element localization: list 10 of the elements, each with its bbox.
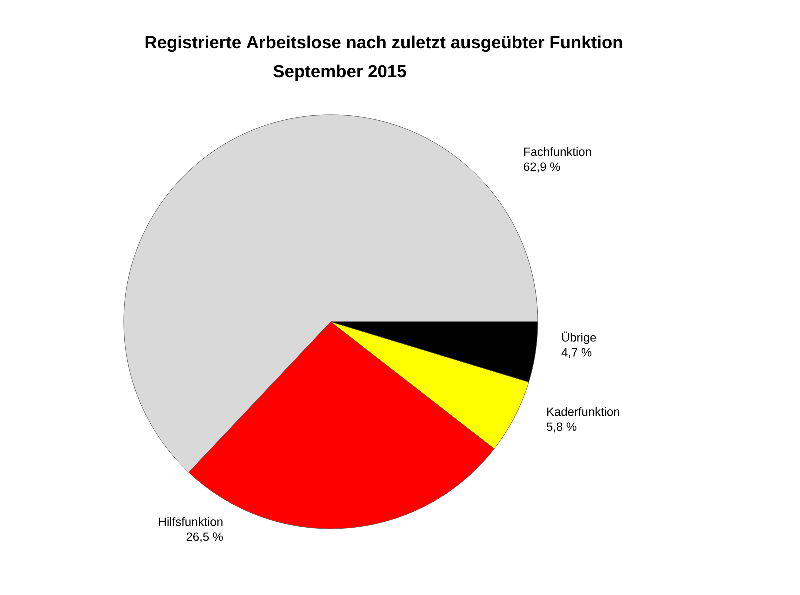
- data-label: 26,5 %: [186, 532, 224, 543]
- slice-label: Übrige: [562, 332, 596, 344]
- data-label: 4,7 %: [562, 348, 592, 358]
- data-label: 5,8 %: [547, 422, 577, 433]
- slice-label: Fachfunktion: [524, 147, 592, 156]
- slice-label: Hilfsfunktion: [159, 517, 223, 526]
- data-label: 62,9 %: [524, 162, 560, 173]
- chart-title: Registrierte Arbeitslose nach zuletzt ausgeübter Funktion: [146, 36, 622, 52]
- slice-label: Kaderfunktion: [548, 407, 620, 416]
- chart-subtitle: September 2015: [274, 64, 406, 82]
